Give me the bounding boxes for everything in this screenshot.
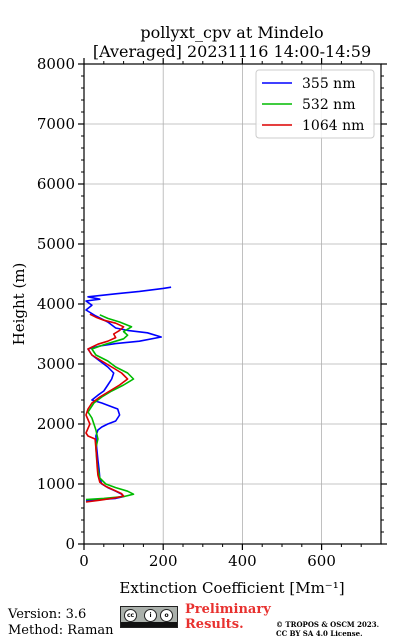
y-tick-label-7: 7000 xyxy=(37,115,75,133)
preliminary-line-1: Preliminary xyxy=(185,602,271,617)
x-axis-label: Extinction Coefficient [Mm⁻¹] xyxy=(119,579,344,597)
y-tick-label-5: 5000 xyxy=(37,235,75,253)
chart-subtitle: [Averaged] 20231116 14:00-14:59 xyxy=(93,42,371,61)
x-tick-label-0: 0 xyxy=(79,552,89,570)
legend-box xyxy=(255,69,375,139)
x-tick-label-1: 200 xyxy=(149,552,178,570)
copyright-line-2: CC BY SA 4.0 License. xyxy=(276,629,363,638)
y-tick-label-1: 1000 xyxy=(37,475,75,493)
y-tick-label-8: 8000 xyxy=(37,55,75,73)
copyright-line-1: © TROPOS & OSCM 2023. xyxy=(276,620,380,629)
version-text: Version: 3.6 xyxy=(8,607,87,622)
y-tick-label-3: 3000 xyxy=(37,355,75,373)
extinction-profile-chart: pollyxt_cpv at Mindelo [Averaged] 202311… xyxy=(10,23,387,597)
preliminary-notice: Preliminary Results. xyxy=(185,602,271,632)
y-tick-label-4: 4000 xyxy=(37,295,75,313)
cc-by-sa-icon: cc i o xyxy=(120,606,178,628)
series-line-1064-nm xyxy=(85,313,129,503)
method-text: Method: Raman xyxy=(8,623,114,638)
footer-info: Version: 3.6 Method: Raman xyxy=(8,607,114,639)
y-axis-label: Height (m) xyxy=(10,263,28,346)
legend-label-1064: 1064 nm xyxy=(302,118,364,134)
legend: 355 nm 532 nm 1064 nm xyxy=(255,69,375,139)
y-tick-label-6: 6000 xyxy=(37,175,75,193)
series-line-355-nm xyxy=(85,286,172,502)
legend-label-532: 532 nm xyxy=(302,97,355,113)
axis-ticks: 0 200 400 600010002000300040005000600070008… xyxy=(37,55,387,570)
copyright-notice: © TROPOS & OSCM 2023. CC BY SA 4.0 Licen… xyxy=(276,620,379,638)
x-tick-label-3: 600 xyxy=(307,552,336,570)
series-line-532-nm xyxy=(85,314,135,501)
series-layer xyxy=(85,286,172,503)
legend-label-355: 355 nm xyxy=(302,76,355,92)
preliminary-line-2: Results. xyxy=(185,617,244,632)
chart-title: pollyxt_cpv at Mindelo xyxy=(140,23,323,42)
x-tick-label-2: 400 xyxy=(228,552,257,570)
y-tick-label-0: 0 xyxy=(65,535,75,553)
y-tick-label-2: 2000 xyxy=(37,415,75,433)
